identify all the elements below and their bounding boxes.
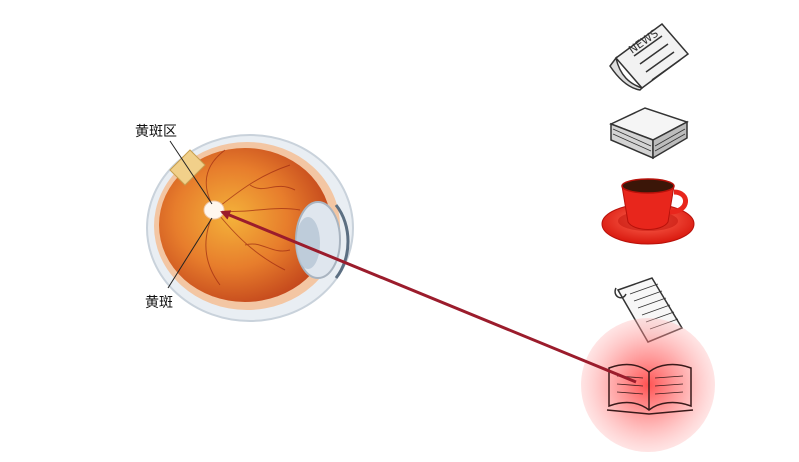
eyeball-illustration bbox=[146, 134, 354, 322]
macular-region-label: 黄斑区 bbox=[135, 123, 177, 140]
macular-region-leader-line bbox=[169, 140, 213, 205]
focus-highlight bbox=[581, 318, 715, 452]
gaze-arrow bbox=[220, 210, 637, 384]
open-book-icon bbox=[606, 363, 694, 415]
macula-leader-line bbox=[167, 217, 213, 289]
paper-stack-icon bbox=[609, 107, 689, 160]
macula-label: 黄斑 bbox=[145, 294, 173, 311]
coffee-cup-icon bbox=[601, 178, 695, 245]
macula-spot bbox=[203, 200, 225, 220]
newspaper-icon: NEWS bbox=[609, 22, 690, 91]
